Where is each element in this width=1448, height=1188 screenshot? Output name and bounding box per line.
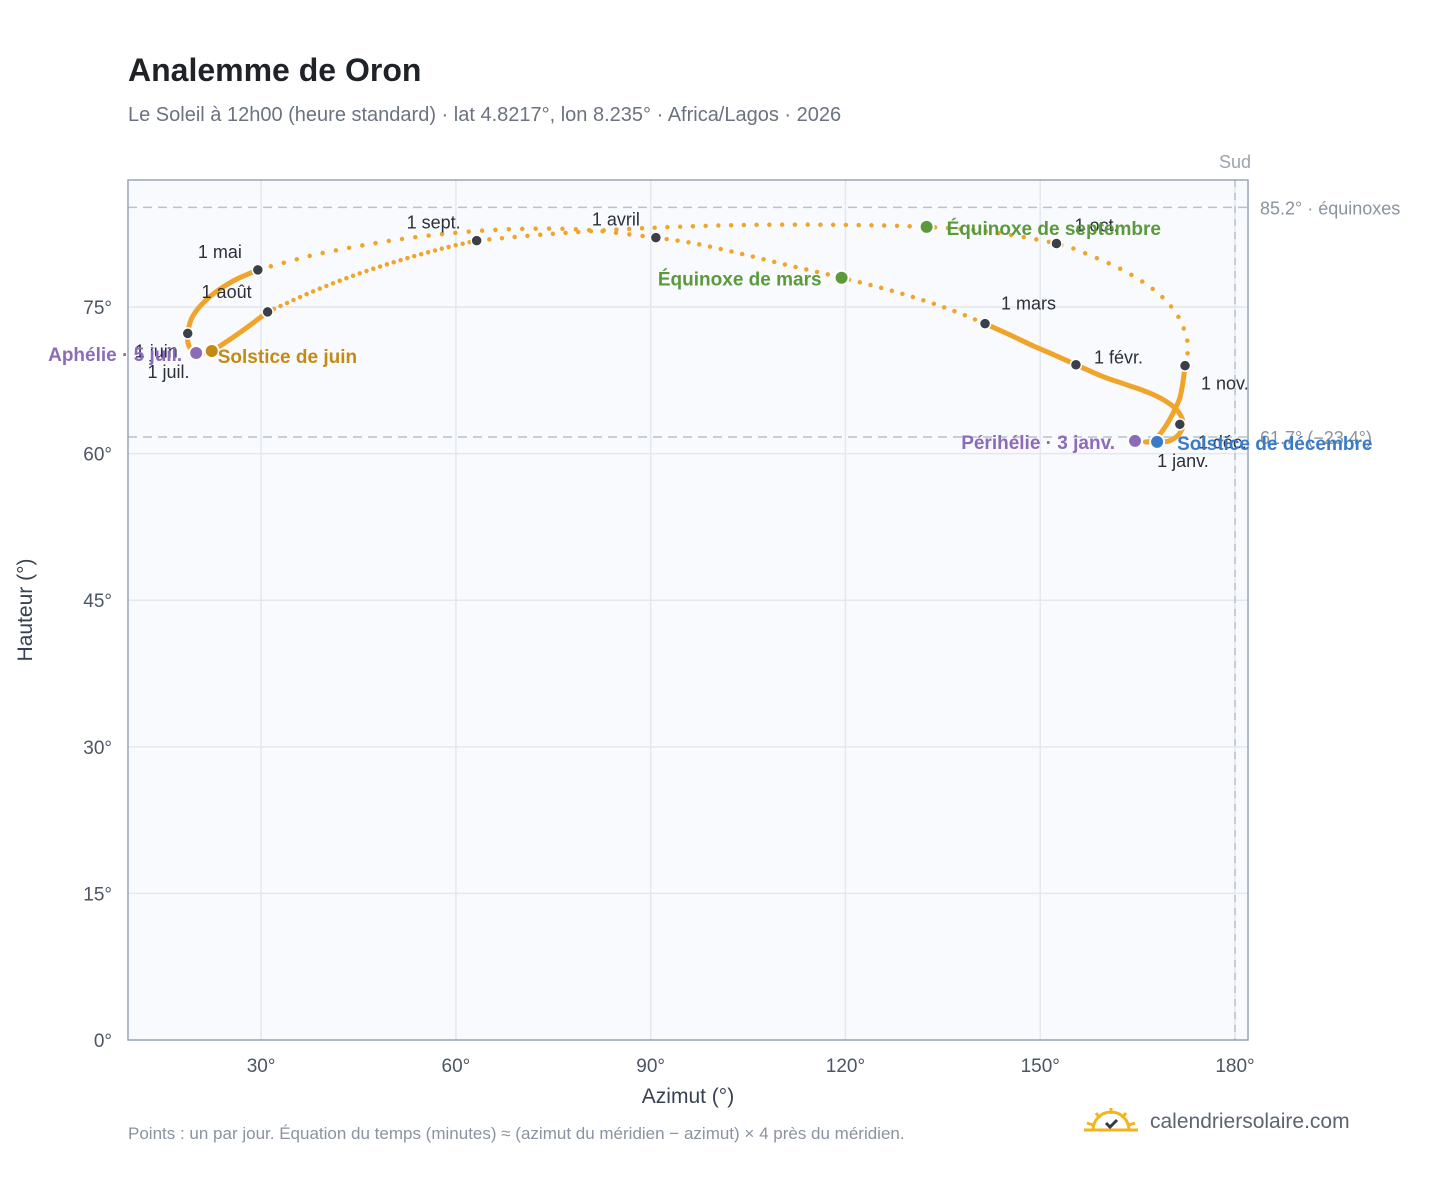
x-tick-label: 90° xyxy=(636,1056,665,1077)
analemma-path-segment xyxy=(982,321,1079,368)
month-marker-label: 1 déc. xyxy=(1198,432,1247,452)
axes: 30° 60° 90° 120° 150° 180° 0° 15° 30° 45° 60° 75° xyxy=(83,298,1254,1077)
event-marker-label: Solstice de juin xyxy=(218,347,357,368)
event-marker xyxy=(203,343,220,360)
analemma-path-segment xyxy=(1073,362,1186,445)
month-marker xyxy=(1050,237,1063,250)
month-marker-label: 1 janv. xyxy=(1157,451,1209,471)
plot-area xyxy=(128,180,1248,1040)
analemma-path-segment xyxy=(184,267,261,355)
event-marker-label: Équinoxe de mars xyxy=(658,269,822,291)
analemma-path-segment xyxy=(653,235,988,326)
month-marker xyxy=(181,327,194,340)
reference-line-label: 85.2° · équinoxes xyxy=(1260,198,1400,218)
event-marker-label: Équinoxe de septembre xyxy=(947,218,1161,240)
month-marker-label: 1 nov. xyxy=(1201,374,1249,394)
x-tick-label: 60° xyxy=(442,1056,471,1077)
month-marker xyxy=(1178,359,1192,372)
month-marker xyxy=(470,234,483,247)
event-marker-label: Périhélie · 3 janv. xyxy=(961,433,1115,454)
event-markers: Équinoxe de mars Équinoxe de septembre Sol… xyxy=(48,218,1372,455)
month-marker xyxy=(1173,418,1187,431)
y-tick-label: 60° xyxy=(83,445,112,466)
brand-logo[interactable]: calendriersolaire.com xyxy=(1084,1106,1350,1138)
month-marker-label: 1 avril xyxy=(592,210,640,230)
analemma-series xyxy=(184,222,1191,445)
y-tick-label: 15° xyxy=(83,884,112,905)
event-marker xyxy=(1127,432,1144,449)
event-marker-label: Solstice de décembre xyxy=(1177,434,1372,455)
x-tick-label: 150° xyxy=(1021,1056,1060,1077)
x-tick-label: 120° xyxy=(826,1056,865,1077)
y-tick-label: 0° xyxy=(94,1031,112,1052)
event-marker xyxy=(833,269,850,286)
event-marker xyxy=(188,344,205,361)
plot-frame xyxy=(127,179,1249,1041)
chart-title: Analemme de Oron xyxy=(128,52,422,88)
y-tick-label: 45° xyxy=(83,591,112,612)
month-marker-label: 1 mars xyxy=(1001,294,1056,314)
y-tick-label: 30° xyxy=(83,738,112,759)
month-marker-label: 1 mai xyxy=(198,242,242,262)
month-marker-label: 1 juin xyxy=(135,341,178,361)
month-marker-label: 1 juil. xyxy=(147,362,189,382)
event-marker xyxy=(1149,433,1166,450)
y-axis-label: Hauteur (°) xyxy=(14,559,37,662)
event-marker-label: Aphélie · 5 juil. xyxy=(48,345,182,366)
event-marker xyxy=(918,218,935,235)
x-axis-label: Azimut (°) xyxy=(642,1085,734,1108)
month-marker-label: 1 août xyxy=(202,282,252,302)
analemma-path-segment xyxy=(255,226,659,273)
meridian-label: Sud xyxy=(1219,152,1251,172)
month-marker xyxy=(649,231,663,244)
x-tick-label: 180° xyxy=(1215,1056,1254,1077)
reference-lines: Sud 85.2° · équinoxes 61.7° (−23.4°) xyxy=(128,152,1400,1040)
y-tick-label: 75° xyxy=(83,298,112,319)
month-marker xyxy=(251,263,265,277)
reference-line-label: 61.7° (−23.4°) xyxy=(1260,428,1372,448)
month-marker-label: 1 févr. xyxy=(1094,348,1143,368)
analemma-path-segment xyxy=(265,238,479,315)
footnote: Points : un par jour. Équation du temps … xyxy=(128,1124,905,1143)
sun-logo-icon xyxy=(1084,1108,1138,1132)
chart-subtitle: Le Soleil à 12h00 (heure standard) · lat… xyxy=(128,104,842,126)
x-tick-label: 30° xyxy=(247,1056,276,1077)
month-marker-label: 1 oct. xyxy=(1074,216,1118,236)
month-marker xyxy=(1069,358,1083,371)
month-marker xyxy=(261,305,274,319)
brand-name: calendriersolaire.com xyxy=(1150,1110,1350,1133)
month-marker-label: 1 sept. xyxy=(407,213,461,233)
analemma-path-segment xyxy=(1142,363,1188,445)
month-marker xyxy=(978,317,992,330)
